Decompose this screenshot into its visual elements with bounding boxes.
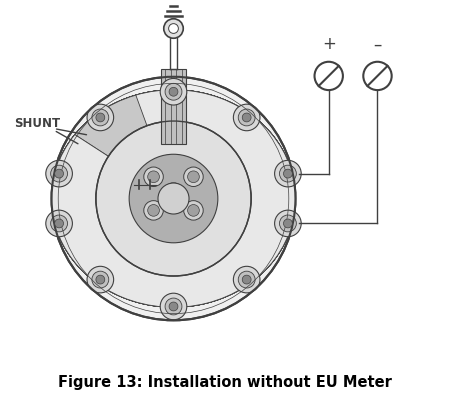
- Text: +: +: [322, 35, 336, 53]
- Ellipse shape: [51, 165, 67, 182]
- Ellipse shape: [160, 293, 187, 320]
- Ellipse shape: [167, 187, 179, 198]
- Ellipse shape: [96, 275, 105, 284]
- Ellipse shape: [144, 200, 163, 220]
- Wedge shape: [52, 90, 295, 307]
- Ellipse shape: [279, 165, 296, 182]
- Ellipse shape: [242, 113, 251, 122]
- Ellipse shape: [148, 205, 159, 216]
- Ellipse shape: [275, 210, 301, 237]
- Ellipse shape: [92, 109, 109, 126]
- Ellipse shape: [55, 169, 63, 178]
- Ellipse shape: [283, 219, 292, 228]
- Ellipse shape: [233, 104, 260, 131]
- Ellipse shape: [158, 183, 189, 214]
- Ellipse shape: [160, 79, 187, 105]
- Ellipse shape: [275, 160, 301, 187]
- Ellipse shape: [148, 171, 159, 182]
- Wedge shape: [52, 90, 295, 302]
- Ellipse shape: [283, 169, 292, 178]
- Ellipse shape: [129, 154, 218, 243]
- Wedge shape: [52, 90, 295, 307]
- Ellipse shape: [184, 200, 203, 220]
- Text: Figure 13: Installation without EU Meter: Figure 13: Installation without EU Meter: [57, 375, 392, 390]
- Ellipse shape: [165, 83, 182, 100]
- Ellipse shape: [51, 215, 67, 232]
- Ellipse shape: [238, 109, 255, 126]
- Ellipse shape: [55, 219, 63, 228]
- Wedge shape: [52, 95, 295, 307]
- Ellipse shape: [169, 302, 178, 311]
- Ellipse shape: [52, 77, 295, 320]
- Wedge shape: [52, 90, 295, 307]
- Ellipse shape: [164, 183, 183, 203]
- Text: –: –: [373, 35, 382, 53]
- Ellipse shape: [279, 215, 296, 232]
- Ellipse shape: [46, 160, 72, 187]
- Ellipse shape: [188, 205, 199, 216]
- Ellipse shape: [87, 266, 114, 293]
- Ellipse shape: [87, 104, 114, 131]
- Ellipse shape: [144, 167, 163, 186]
- Ellipse shape: [233, 266, 260, 293]
- Ellipse shape: [188, 171, 199, 182]
- Ellipse shape: [164, 19, 183, 38]
- Wedge shape: [52, 90, 295, 307]
- Ellipse shape: [169, 24, 178, 33]
- Ellipse shape: [92, 271, 109, 288]
- Bar: [161, 69, 186, 144]
- Text: SHUNT: SHUNT: [14, 117, 60, 130]
- Ellipse shape: [96, 113, 105, 122]
- Ellipse shape: [242, 275, 251, 284]
- Wedge shape: [52, 90, 295, 307]
- Wedge shape: [52, 90, 295, 307]
- Ellipse shape: [184, 167, 203, 186]
- Ellipse shape: [169, 87, 178, 96]
- Ellipse shape: [238, 271, 255, 288]
- Ellipse shape: [46, 210, 72, 237]
- Wedge shape: [52, 90, 295, 307]
- Ellipse shape: [96, 121, 251, 276]
- Ellipse shape: [165, 298, 182, 315]
- Wedge shape: [52, 90, 295, 307]
